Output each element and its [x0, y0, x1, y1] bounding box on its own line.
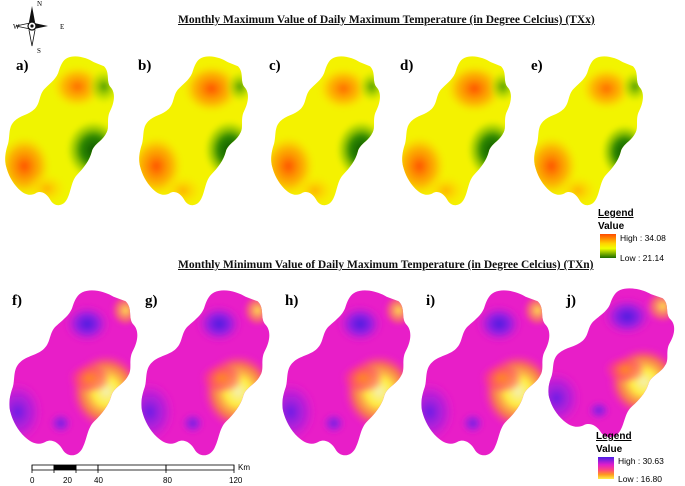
map-txn-i — [421, 290, 550, 456]
panel-label-e: e) — [531, 58, 543, 74]
title-txx: Monthly Maximum Value of Daily Maximum T… — [178, 14, 595, 26]
legend-txx-low: Low : 21.14 — [620, 253, 664, 263]
scale-tick-20: 20 — [63, 476, 72, 485]
panel-label-i: i) — [426, 293, 436, 309]
compass-east-label: E — [60, 23, 65, 31]
legend-txn-title: Legend — [596, 431, 632, 442]
panel-label-c: c) — [269, 58, 281, 74]
panel-label-d: d) — [400, 58, 414, 74]
legend-txn-high: High : 30.63 — [618, 456, 664, 466]
panel-label-a: a) — [16, 58, 29, 74]
legend-txx-colorbar — [600, 234, 616, 258]
legend-txn-low: Low : 16.80 — [618, 474, 662, 484]
legend-txn-colorbar — [598, 457, 614, 479]
map-txx-a — [5, 56, 114, 206]
legend-txn: Legend Value High : 30.63 Low : 16.80 — [596, 431, 682, 485]
compass-south-label: S — [37, 47, 41, 55]
panel-label-f: f) — [12, 293, 22, 309]
map-txn-h — [282, 290, 411, 456]
map-txn-j — [548, 288, 675, 438]
title-txn: Monthly Minimum Value of Daily Maximum T… — [178, 259, 594, 271]
legend-txx-subtitle: Value — [598, 221, 625, 232]
map-txx-c — [271, 56, 380, 206]
panel-label-g: g) — [145, 293, 158, 309]
north-arrow-icon — [15, 6, 48, 47]
panel-label-h: h) — [285, 293, 299, 309]
map-txx-b — [139, 56, 248, 206]
panel-label-b: b) — [138, 58, 152, 74]
scale-tick-40: 40 — [94, 476, 103, 485]
scale-tick-120: 120 — [229, 476, 243, 485]
scale-tick-0: 0 — [30, 476, 35, 485]
map-txn-g — [141, 290, 270, 456]
legend-txx-high: High : 34.08 — [620, 233, 666, 243]
panel-label-j: j) — [566, 293, 576, 309]
map-txx-d — [402, 56, 511, 206]
scale-bar — [31, 464, 235, 473]
compass-west-label: W — [13, 23, 20, 31]
scale-tick-80: 80 — [163, 476, 172, 485]
scale-unit: Km — [238, 463, 250, 472]
compass-north-label: N — [37, 0, 43, 8]
legend-txx-title: Legend — [598, 208, 634, 219]
legend-txx: Legend Value High : 34.08 Low : 21.14 — [598, 208, 683, 264]
legend-txn-subtitle: Value — [596, 444, 623, 455]
map-txx-e — [534, 56, 643, 206]
map-txn-f — [9, 290, 138, 456]
